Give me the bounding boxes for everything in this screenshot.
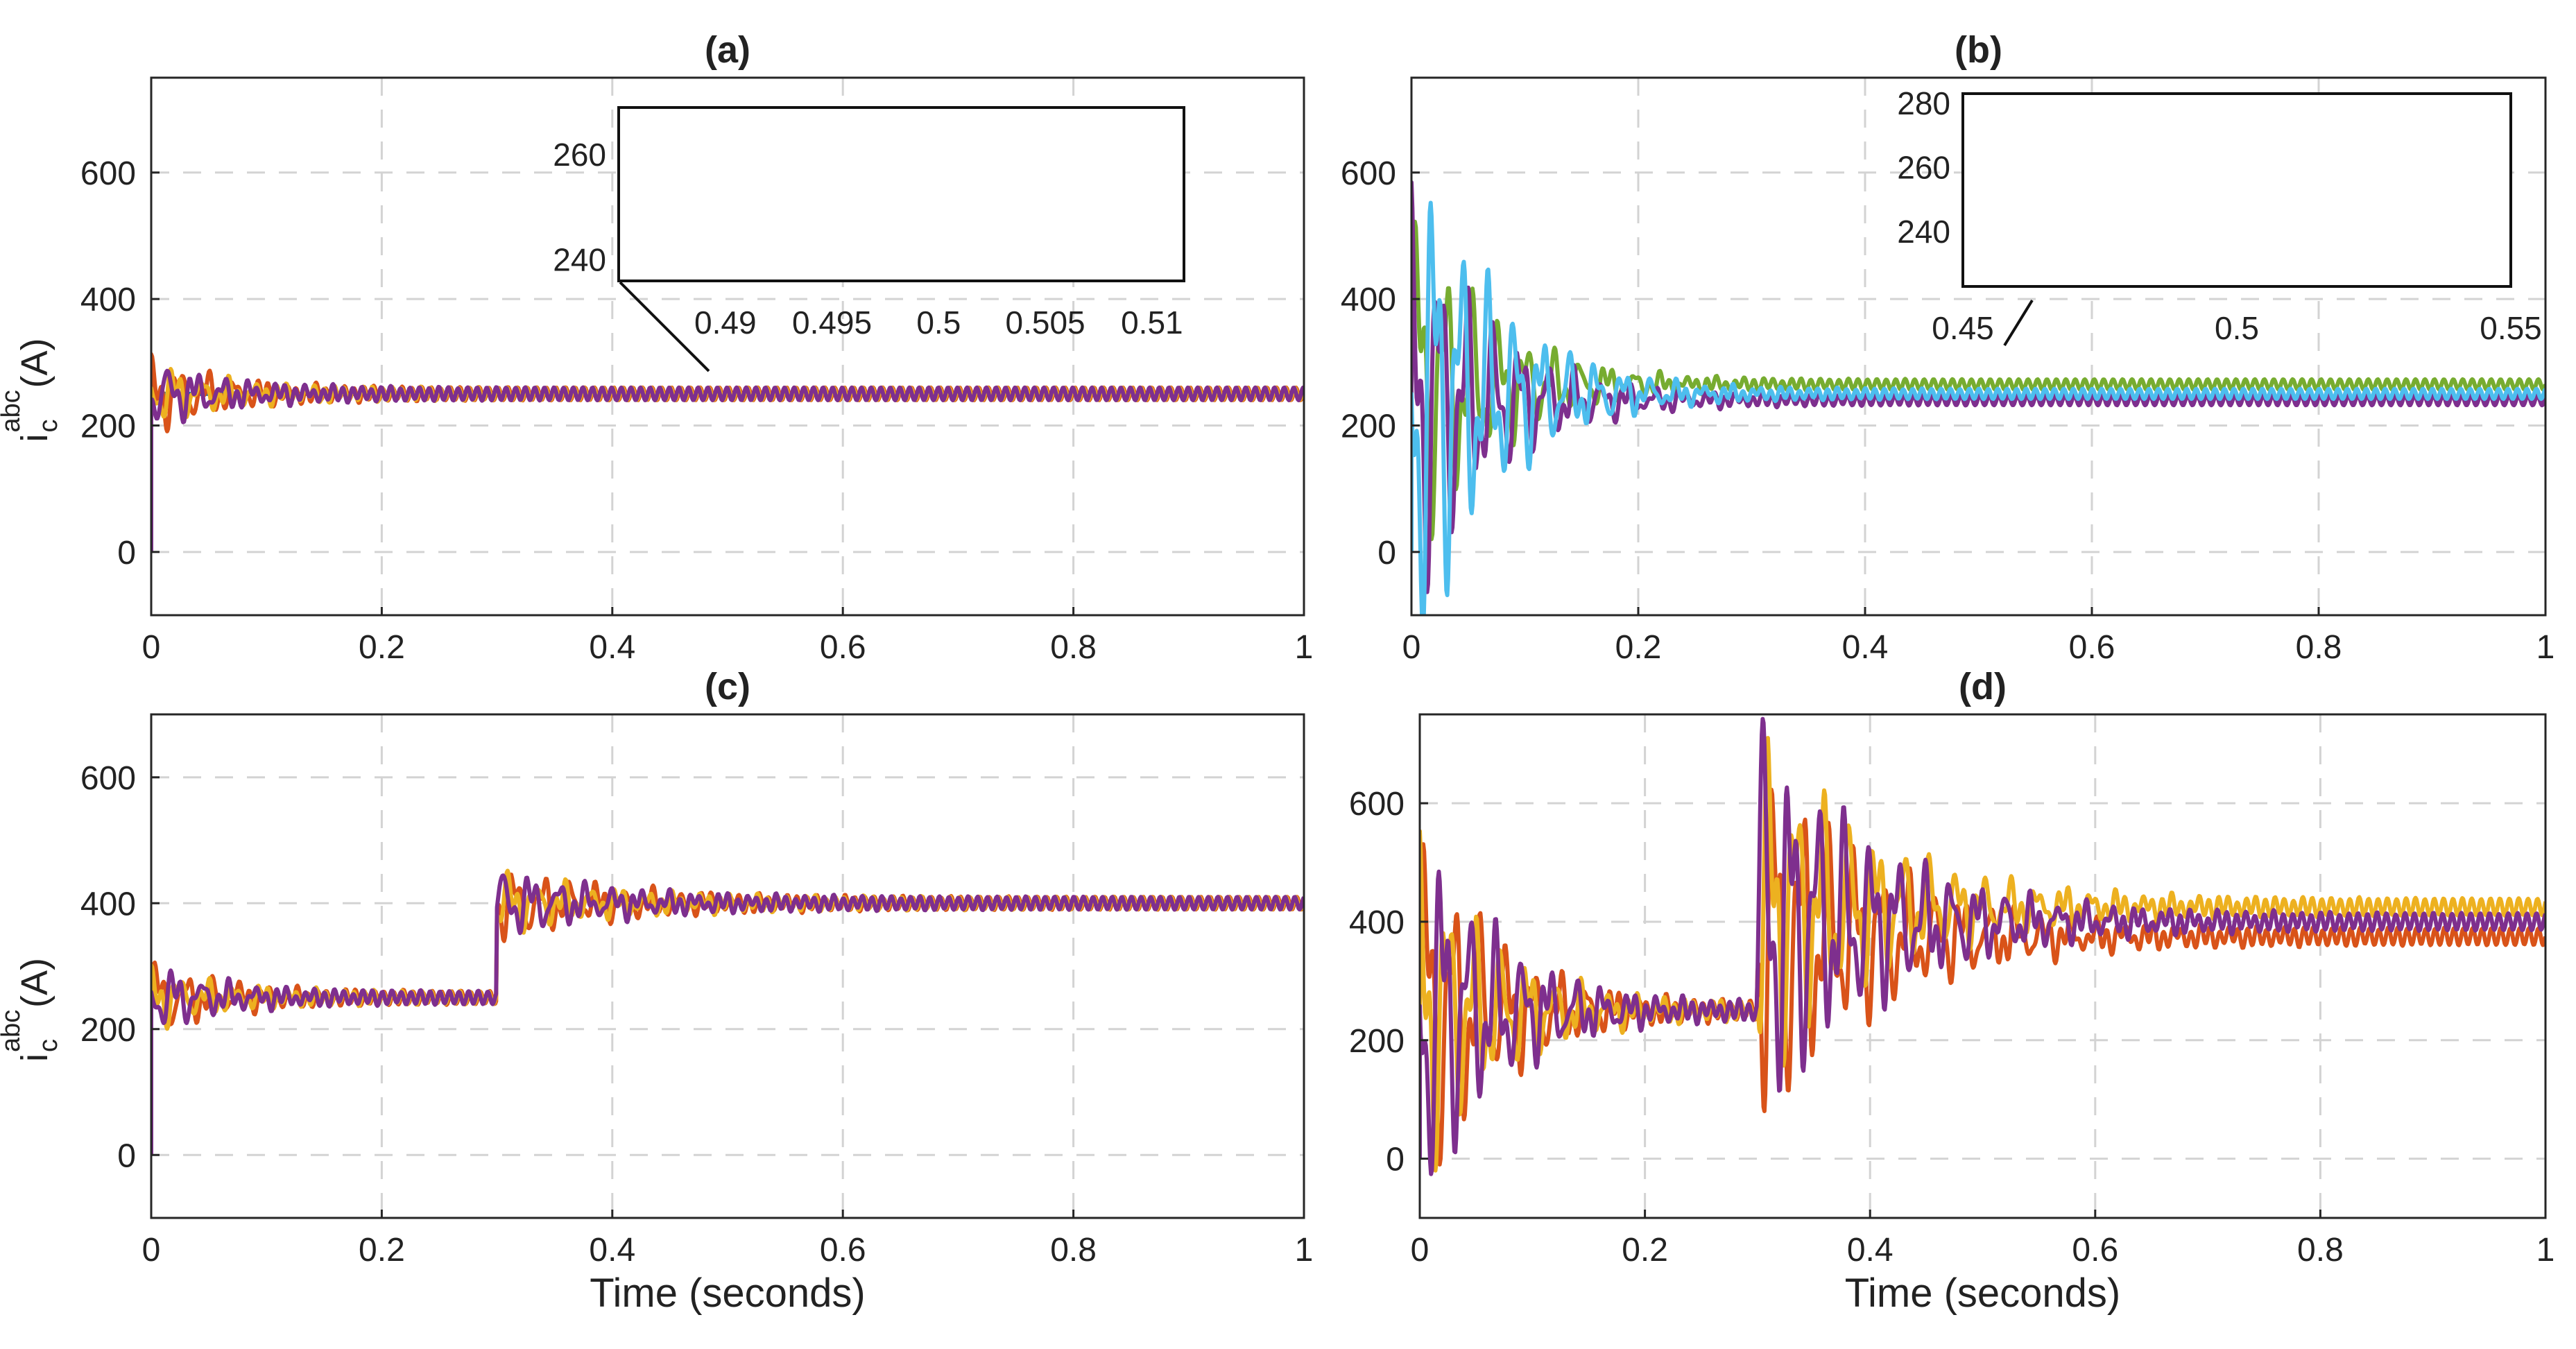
chart-c: 0 0.2 0.4 0.6 0.8 1 0 200 400 600 (c) Time (seconds…	[0, 666, 1313, 1316]
x-axis-label: Time (seconds)	[1845, 1271, 2121, 1316]
series-line-purple	[1411, 180, 2545, 594]
series-line-cyan	[1411, 200, 2545, 615]
x-tick-label: 0	[1402, 629, 1421, 666]
y-label-main: i	[14, 1054, 55, 1062]
inset-b: 0.45 0.5 0.55 240 260 280	[1897, 85, 2542, 347]
inset-x-tick-label: 0.495	[792, 304, 872, 341]
inset-y-tick-label: 260	[553, 137, 606, 173]
axes-frame-d	[1418, 713, 2547, 1219]
chart-title: (a)	[705, 29, 750, 71]
plot-area-d	[1420, 714, 2545, 1218]
inset-x-tick-label: 0.505	[1006, 304, 1085, 341]
plot-area-c	[151, 714, 1304, 1218]
chart-title: (c)	[705, 666, 750, 707]
y-label-sub: c	[34, 420, 63, 433]
inset-y-tick-label: 260	[1897, 150, 1950, 186]
x-axis-label: Time (seconds)	[590, 1271, 866, 1316]
x-tick-label: 0.4	[1847, 1232, 1894, 1269]
series-group-a	[151, 352, 1304, 552]
y-tick-label: 600	[1341, 155, 1396, 192]
y-tick-label: 200	[80, 408, 136, 445]
y-tick-label: 200	[80, 1012, 136, 1049]
x-tick-label: 0.8	[1050, 629, 1097, 666]
y-tick-label: 600	[80, 155, 136, 192]
inset-frame	[1961, 92, 2512, 288]
x-tick-label: 1	[1295, 629, 1314, 666]
x-tick-label: 0.2	[1615, 629, 1662, 666]
x-tick-label: 1	[2536, 629, 2555, 666]
x-tick-label: 1	[2536, 1232, 2555, 1269]
chart-title: (d)	[1959, 666, 2007, 707]
x-tick-label: 0.4	[589, 1232, 635, 1269]
inset-x-tick-label: 0.45	[1932, 310, 1994, 346]
inset-a: 0.49 0.495 0.5 0.505 0.51 240 260	[553, 106, 1185, 372]
inset-x-tick-label: 0.51	[1121, 304, 1183, 341]
chart-b: 0 0.2 0.4 0.6 0.8 1 0 200 400 600 (b) 0.45 0.5 0.55 24…	[1341, 29, 2554, 666]
axes-frame-b	[1410, 76, 2547, 617]
x-tick-label: 0.4	[1842, 629, 1889, 666]
series-line-purple	[1420, 716, 2545, 1176]
series-group-b	[1411, 180, 2545, 615]
y-tick-label: 400	[80, 886, 136, 922]
x-tick-label: 0.6	[820, 1232, 866, 1269]
y-tick-label: 400	[1349, 904, 1405, 941]
x-tick-label: 0.2	[1622, 1232, 1668, 1269]
inset-x-tick-label: 0.5	[916, 304, 961, 341]
inset-frame	[617, 106, 1185, 282]
series-line-orange	[1420, 787, 2545, 1167]
inset-pointer	[619, 281, 710, 372]
inset-y-tick-label: 280	[1897, 85, 1950, 121]
chart-d: 0 0.2 0.4 0.6 0.8 1 0 200 400 600 (d) Time (seconds…	[1349, 666, 2554, 1316]
y-label-units: (A)	[14, 338, 55, 388]
y-tick-label: 0	[117, 1137, 136, 1174]
x-tick-label: 0.8	[1050, 1232, 1097, 1269]
x-tick-label: 0.6	[820, 629, 866, 666]
y-tick-label: 200	[1341, 408, 1396, 445]
inset-y-tick-label: 240	[1897, 214, 1950, 250]
x-tick-label: 0.6	[2072, 1232, 2118, 1269]
inset-pointer	[2003, 299, 2034, 347]
y-tick-label: 0	[117, 535, 136, 572]
y-label-sup: abc	[0, 390, 26, 432]
inset-x-tick-label: 0.5	[2215, 310, 2259, 346]
series-group-d	[1420, 716, 2545, 1176]
y-label-sub: c	[34, 1039, 63, 1052]
y-label-sup: abc	[0, 1010, 26, 1052]
y-label-units: (A)	[14, 958, 55, 1008]
series-group-c	[151, 868, 1304, 1155]
x-tick-label: 0.6	[2069, 629, 2115, 666]
y-tick-label: 400	[80, 282, 136, 318]
y-tick-label: 600	[80, 760, 136, 797]
y-label-main: i	[14, 434, 55, 442]
inset-y-tick-label: 240	[553, 242, 606, 278]
axes-frame-c	[150, 713, 1305, 1219]
y-tick-label: 0	[1386, 1142, 1405, 1178]
y-tick-label: 0	[1377, 535, 1396, 572]
inset-x-tick-label: 0.55	[2480, 310, 2542, 346]
x-tick-label: 0	[142, 629, 161, 666]
x-tick-label: 0.8	[2296, 629, 2342, 666]
x-tick-label: 0.8	[2297, 1232, 2344, 1269]
x-tick-label: 0.2	[359, 629, 405, 666]
chart-title: (b)	[1955, 29, 2002, 71]
y-tick-label: 400	[1341, 282, 1396, 318]
axes-frame-a	[150, 76, 1305, 617]
x-tick-label: 0	[142, 1232, 161, 1269]
y-tick-label: 600	[1349, 786, 1405, 823]
series-line-phase-4	[151, 873, 1304, 1155]
x-tick-label: 0.2	[359, 1232, 405, 1269]
x-tick-label: 0	[1411, 1232, 1429, 1269]
y-tick-label: 200	[1349, 1023, 1405, 1060]
series-line-phase-4	[151, 368, 1304, 552]
inset-x-tick-label: 0.49	[694, 304, 757, 341]
x-tick-label: 1	[1295, 1232, 1314, 1269]
x-tick-label: 0.4	[589, 629, 635, 666]
